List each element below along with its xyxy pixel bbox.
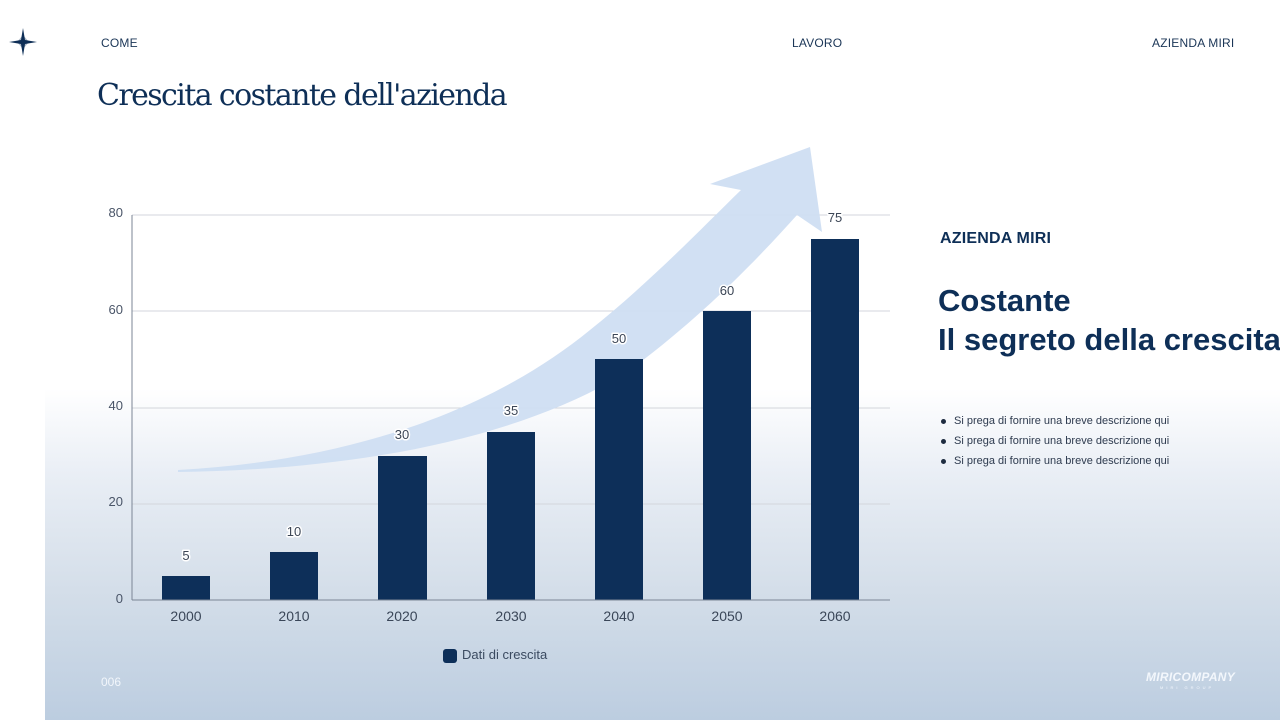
x-tick: 2010 [278, 608, 309, 624]
data-label: 5 [182, 548, 189, 563]
bullet-text: Si prega di fornire una breve descrizion… [954, 455, 1170, 467]
headline-line-1: Costante [938, 283, 1071, 318]
data-label: 50 [612, 331, 626, 346]
bar-2050 [703, 311, 751, 600]
chart-legend: Dati di crescita [443, 645, 547, 663]
growth-arrow-icon [178, 147, 822, 472]
logo-text: MIRICOMPANY [1146, 670, 1236, 684]
y-tick: 80 [109, 205, 123, 220]
x-axis-ticks: 2000 2010 2020 2030 2040 2050 2060 [170, 608, 850, 624]
axes [131, 215, 890, 601]
x-tick: 2030 [495, 608, 526, 624]
bar-2020 [378, 456, 427, 600]
bullet-item: Si prega di fornire una breve descrizion… [941, 411, 1169, 431]
x-tick: 2000 [170, 608, 201, 624]
x-tick: 2020 [386, 608, 417, 624]
legend-swatch [443, 649, 457, 663]
y-tick: 60 [109, 302, 123, 317]
x-tick: 2060 [819, 608, 850, 624]
data-label: 30 [395, 427, 409, 442]
page-number: 006 [101, 675, 122, 689]
nav-lavoro[interactable]: LAVORO [792, 36, 843, 50]
headline-line-2: Il segreto della crescita [938, 322, 1280, 357]
x-tick: 2040 [603, 608, 634, 624]
company-logo: MIRICOMPANY MIRI GROUP [1146, 670, 1235, 690]
bar-2000 [162, 576, 210, 600]
bullet-text: Si prega di fornire una breve descrizion… [954, 435, 1170, 447]
legend-label: Dati di crescita [462, 646, 548, 662]
bar-2060 [811, 239, 859, 600]
nav-azienda-miri[interactable]: AZIENDA MIRI [1152, 36, 1235, 50]
four-point-star-icon [9, 28, 37, 56]
data-label: 35 [504, 403, 518, 418]
data-labels: 5 10 30 35 50 60 75 [181, 209, 844, 565]
bullet-text: Si prega di fornire una breve descrizion… [954, 415, 1170, 427]
data-label: 10 [287, 524, 301, 539]
bullet-dot-icon [941, 418, 946, 424]
bullet-item: Si prega di fornire una breve descrizion… [941, 451, 1169, 471]
data-label: 60 [720, 283, 734, 298]
bullet-dot-icon [941, 438, 946, 444]
section-brand: AZIENDA MIRI [940, 230, 1052, 247]
data-label: 75 [828, 210, 842, 225]
logo-subtext: MIRI GROUP [1160, 685, 1215, 690]
y-axis-ticks: 80 60 40 20 0 [109, 205, 123, 606]
bars [162, 239, 859, 600]
page-title: Crescita costante dell'azienda [97, 78, 508, 113]
bar-2030 [487, 432, 535, 600]
bullet-dot-icon [941, 458, 946, 464]
bullet-list: Si prega di fornire una breve descrizion… [941, 411, 1169, 471]
bar-2010 [270, 552, 318, 600]
bullet-item: Si prega di fornire una breve descrizion… [941, 431, 1169, 451]
nav-come[interactable]: COME [101, 36, 138, 50]
x-tick: 2050 [711, 608, 742, 624]
y-tick: 0 [116, 591, 123, 606]
y-tick: 40 [109, 398, 123, 413]
y-tick: 20 [109, 494, 123, 509]
headline: Costante Il segreto della crescita [938, 281, 1280, 359]
bar-2040 [595, 359, 643, 600]
